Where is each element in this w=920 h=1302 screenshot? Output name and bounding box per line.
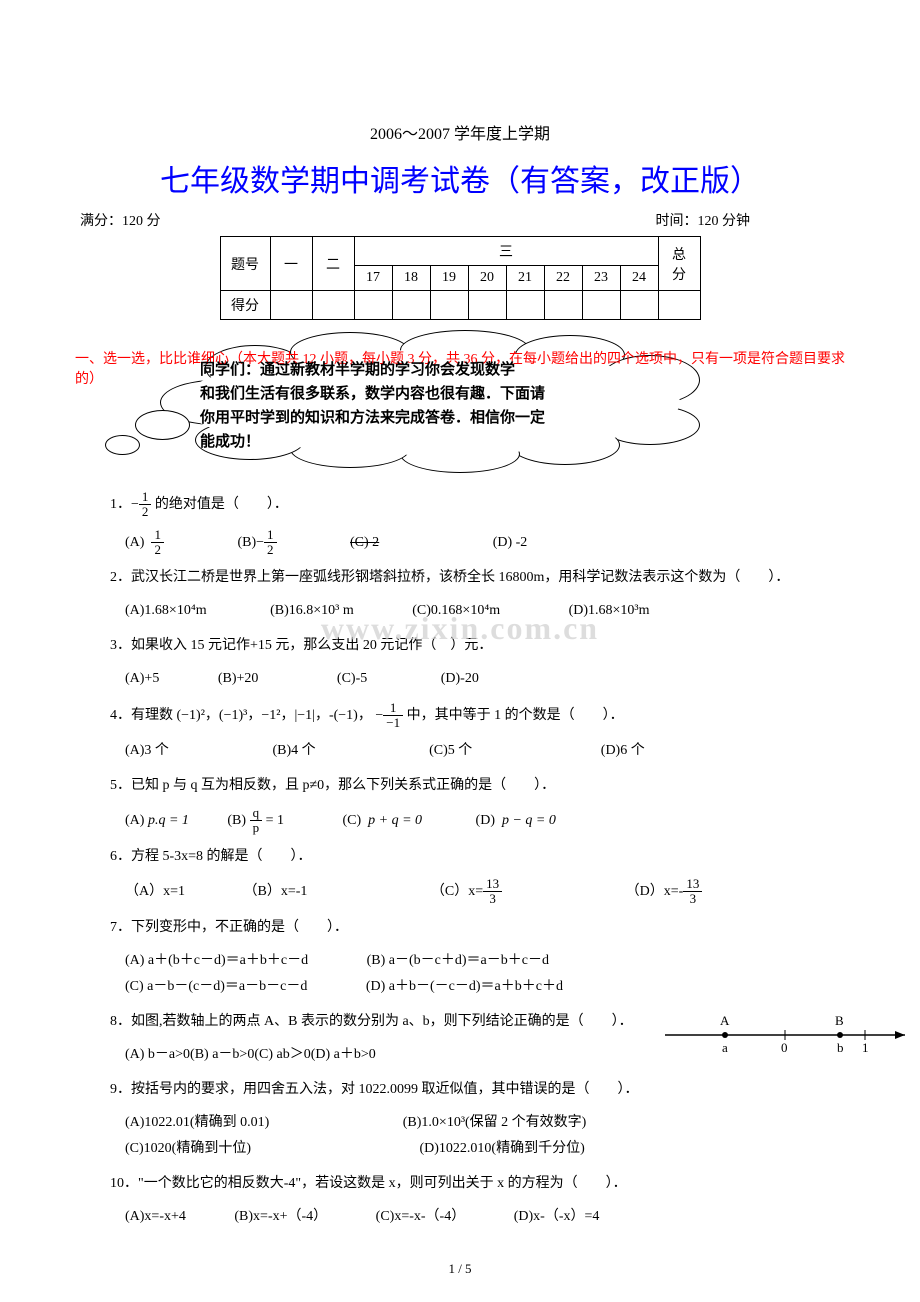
table-col-2: 二 (312, 237, 354, 291)
question-5: 5．已知 p 与 q 互为相反数，且 p≠0，那么下列关系式正确的是（ ）． (110, 773, 840, 798)
label-A: A (720, 1013, 730, 1028)
svg-text:0: 0 (781, 1040, 788, 1055)
table-cell (354, 291, 392, 320)
table-subcol: 24 (620, 266, 658, 291)
cloud-line3: 你用平时学到的知识和方法来完成答卷．相信你一定 (200, 410, 545, 426)
time-limit: 时间：120 分钟 (656, 210, 751, 230)
question-6: 6．方程 5-3x=8 的解是（ ）． (110, 844, 840, 869)
table-subcol: 17 (354, 266, 392, 291)
table-subcol: 19 (430, 266, 468, 291)
number-line-diagram: A B a 0 b 1 (665, 1010, 915, 1060)
table-subcol: 23 (582, 266, 620, 291)
table-subcol: 22 (544, 266, 582, 291)
page-footer: 1 / 5 (448, 1261, 471, 1277)
q3-options: (A)+5 (B)+20 (C)-5 (D)-20 (125, 666, 840, 693)
table-cell (582, 291, 620, 320)
cloud-line4: 能成功！ (200, 434, 260, 450)
table-total: 总分 (658, 237, 700, 291)
question-1: 1．−12 的绝对值是（ ）． (110, 490, 840, 520)
q10-options: (A)x=-x+4 (B)x=-x+（-4） (C)x=-x-（-4） (D)x… (125, 1204, 840, 1231)
cloud-line2: 和我们生活有很多联系，数学内容也很有趣．下面请 (200, 386, 545, 402)
table-cell (620, 291, 658, 320)
label-B: B (835, 1013, 844, 1028)
q6-options: （A）x=1 （B）x=-1 （C）x=133 （D）x=-133 (125, 877, 840, 907)
table-cell (544, 291, 582, 320)
year-line: 2006～2007 学年度上学期 (80, 120, 840, 144)
table-cell (506, 291, 544, 320)
page-title: 七年级数学期中调考试卷（有答案，改正版） (80, 156, 840, 200)
cloud-callout: 同学们：通过新教材半学期的学习你会发现数学 和我们生活有很多联系，数学内容也很有… (80, 340, 840, 470)
table-cell (392, 291, 430, 320)
score-table: 题号 一 二 三 总分 17 18 19 20 21 22 23 24 得分 (220, 236, 701, 320)
table-subcol: 21 (506, 266, 544, 291)
svg-text:1: 1 (862, 1040, 869, 1055)
table-cell (468, 291, 506, 320)
table-subcol: 18 (392, 266, 430, 291)
q5-options: (A) p.q = 1 (B) qp = 1 (C) p + q = 0 (D)… (125, 806, 840, 836)
question-9: 9．按括号内的要求，用四舍五入法，对 1022.0099 取近似值，其中错误的是… (110, 1077, 840, 1102)
table-col-1: 一 (270, 237, 312, 291)
question-10: 10．"一个数比它的相反数大-4"，若设这数是 x，则可列出关于 x 的方程为（… (110, 1171, 840, 1196)
q4-options: (A)3 个 (B)4 个 (C)5 个 (D)6 个 (125, 738, 840, 765)
cloud-text: 同学们：通过新教材半学期的学习你会发现数学 和我们生活有很多联系，数学内容也很有… (200, 358, 680, 454)
q7-options: (A) a＋(b＋c－d)＝a＋b＋c－d (B) a－(b－c＋d)＝a－b＋… (125, 948, 840, 1001)
question-7: 7．下列变形中，不正确的是（ ）． (110, 915, 840, 940)
table-cell (312, 291, 354, 320)
cloud-line1: 同学们：通过新教材半学期的学习你会发现数学 (200, 362, 515, 378)
watermark: www.zixin.com.cn (321, 610, 599, 647)
svg-text:b: b (837, 1040, 844, 1055)
table-cell (270, 291, 312, 320)
full-score: 满分：120 分 (80, 210, 161, 230)
q9-options: (A)1022.01(精确到 0.01) (B)1.0×10³(保留 2 个有效… (125, 1110, 840, 1163)
table-subcol: 20 (468, 266, 506, 291)
table-header-num: 题号 (220, 237, 270, 291)
question-2: 2．武汉长江二桥是世界上第一座弧线形钢塔斜拉桥，该桥全长 16800m，用科学记… (110, 565, 840, 590)
q1-options: (A) 12 (B)−12 (C) 2 (D) -2 (125, 528, 840, 558)
table-section-three: 三 (354, 237, 658, 266)
svg-text:a: a (722, 1040, 728, 1055)
question-4: 4．有理数 (−1)²，(−1)³，−1²，|−1|，-(−1)， −1−1 中… (110, 701, 840, 731)
table-cell (658, 291, 700, 320)
table-header-score: 得分 (220, 291, 270, 320)
table-cell (430, 291, 468, 320)
